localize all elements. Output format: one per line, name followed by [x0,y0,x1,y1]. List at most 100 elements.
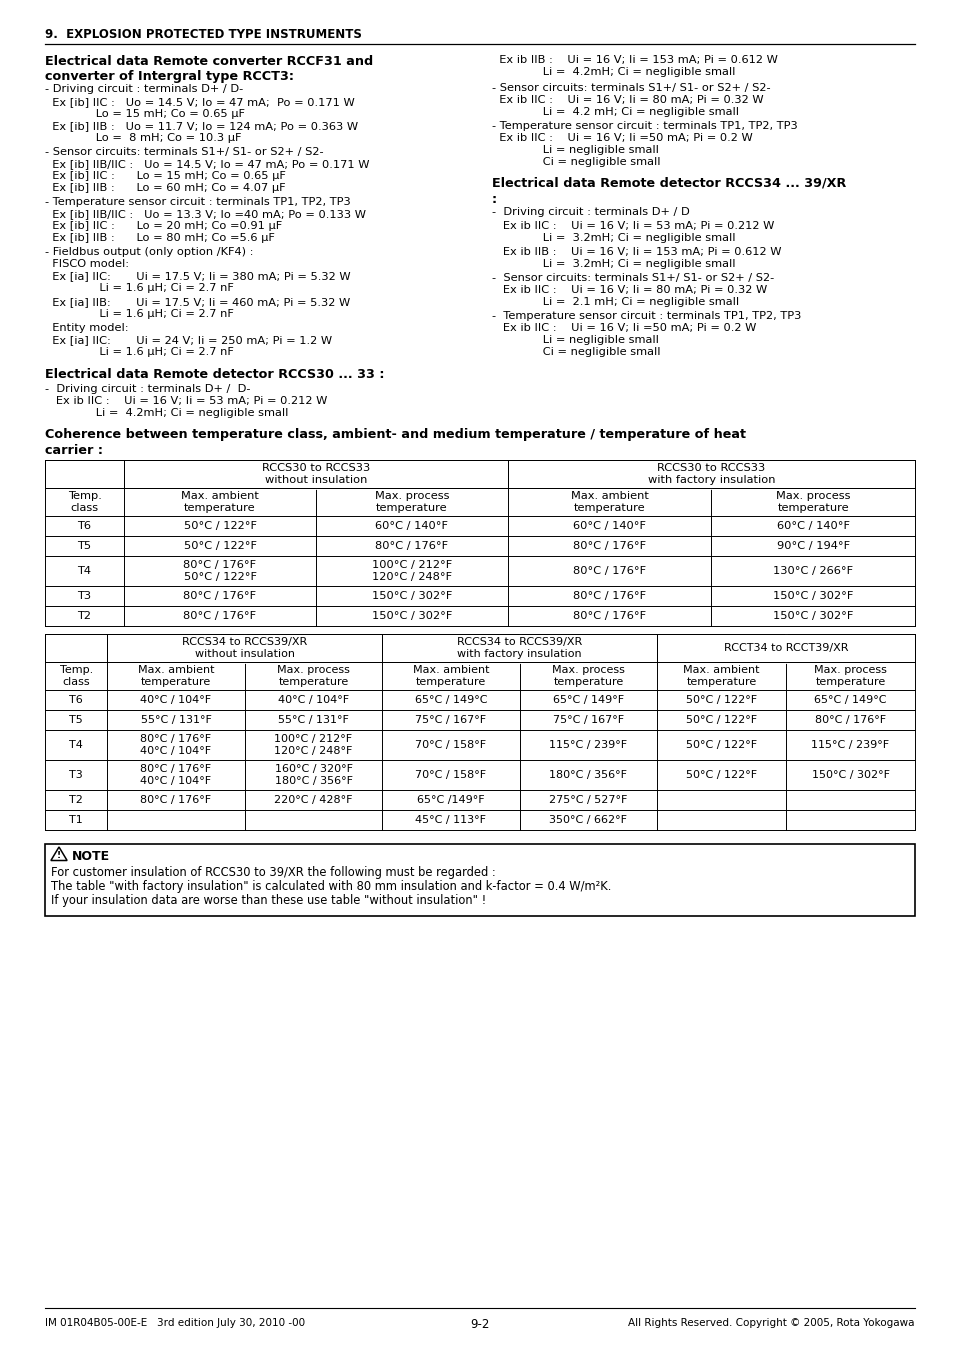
Text: Ex ib IIC :    Ui = 16 V; Ii = 53 mA; Pi = 0.212 W: Ex ib IIC : Ui = 16 V; Ii = 53 mA; Pi = … [45,396,327,406]
Text: Ex ib IIC :    Ui = 16 V; Ii = 80 mA; Pi = 0.32 W: Ex ib IIC : Ui = 16 V; Ii = 80 mA; Pi = … [492,285,766,296]
Text: Li =  4.2mH; Ci = negligible small: Li = 4.2mH; Ci = negligible small [45,408,288,418]
Text: Ex [ia] IIB:       Ui = 17.5 V; Ii = 460 mA; Pi = 5.32 W: Ex [ia] IIB: Ui = 17.5 V; Ii = 460 mA; P… [45,297,350,306]
Text: -  Driving circuit : terminals D+ /  D-: - Driving circuit : terminals D+ / D- [45,383,251,394]
Text: 115°C / 239°F: 115°C / 239°F [811,740,889,751]
Text: Ex [ib] IIC :   Uo = 14.5 V; Io = 47 mA;  Po = 0.171 W: Ex [ib] IIC : Uo = 14.5 V; Io = 47 mA; P… [45,97,355,107]
Text: 100°C / 212°F
120°C / 248°F: 100°C / 212°F 120°C / 248°F [274,734,353,756]
Text: 350°C / 662°F: 350°C / 662°F [549,815,627,825]
Text: 50°C / 122°F: 50°C / 122°F [685,740,757,751]
Text: Entity model:: Entity model: [45,323,129,333]
Text: T1: T1 [70,815,83,825]
Text: Temp.
class: Temp. class [59,664,92,687]
Text: Li = 1.6 μH; Ci = 2.7 nF: Li = 1.6 μH; Ci = 2.7 nF [45,309,233,319]
Text: RCCS34 to RCCS39/XR
with factory insulation: RCCS34 to RCCS39/XR with factory insulat… [456,637,581,659]
Text: 75°C / 167°F: 75°C / 167°F [415,716,486,725]
Text: 80°C / 176°F: 80°C / 176°F [573,541,645,551]
Text: Ex ib IIB :    Ui = 16 V; Ii = 153 mA; Pi = 0.612 W: Ex ib IIB : Ui = 16 V; Ii = 153 mA; Pi =… [492,247,781,256]
Text: T5: T5 [77,541,91,551]
Text: Ex ib IIC :    Ui = 16 V; Ii = 53 mA; Pi = 0.212 W: Ex ib IIC : Ui = 16 V; Ii = 53 mA; Pi = … [492,221,774,231]
Text: Li = negligible small: Li = negligible small [492,335,659,346]
Text: RCCS34 to RCCS39/XR
without insulation: RCCS34 to RCCS39/XR without insulation [182,637,307,659]
Text: 50°C / 122°F: 50°C / 122°F [685,769,757,780]
Text: 40°C / 104°F: 40°C / 104°F [140,695,212,705]
Text: - Sensor circuits: terminals S1+/ S1- or S2+ / S2-: - Sensor circuits: terminals S1+/ S1- or… [492,82,770,93]
Text: Ci = negligible small: Ci = negligible small [492,347,659,356]
Text: - Temperature sensor circuit : terminals TP1, TP2, TP3: - Temperature sensor circuit : terminals… [492,122,797,131]
Text: 70°C / 158°F: 70°C / 158°F [415,769,486,780]
Text: - Temperature sensor circuit : terminals TP1, TP2, TP3: - Temperature sensor circuit : terminals… [45,197,351,207]
Text: Ex ib IIB :    Ui = 16 V; Ii = 153 mA; Pi = 0.612 W: Ex ib IIB : Ui = 16 V; Ii = 153 mA; Pi =… [492,55,777,65]
Text: carrier :: carrier : [45,444,103,458]
Text: 150°C / 302°F: 150°C / 302°F [372,591,452,601]
Text: 50°C / 122°F: 50°C / 122°F [685,695,757,705]
Text: Ex [ib] IIB :      Lo = 60 mH; Co = 4.07 μF: Ex [ib] IIB : Lo = 60 mH; Co = 4.07 μF [45,184,285,193]
Text: Li = 1.6 μH; Ci = 2.7 nF: Li = 1.6 μH; Ci = 2.7 nF [45,284,233,293]
Text: - Fieldbus output (only option /KF4) :: - Fieldbus output (only option /KF4) : [45,247,253,256]
Text: Ex [ib] IIB :      Lo = 80 mH; Co =5.6 μF: Ex [ib] IIB : Lo = 80 mH; Co =5.6 μF [45,234,274,243]
Text: 50°C / 122°F: 50°C / 122°F [685,716,757,725]
Text: 150°C / 302°F: 150°C / 302°F [772,612,853,621]
Text: -  Sensor circuits: terminals S1+/ S1- or S2+ / S2-: - Sensor circuits: terminals S1+/ S1- or… [492,273,774,284]
Text: T6: T6 [70,695,83,705]
Text: -  Driving circuit : terminals D+ / D: - Driving circuit : terminals D+ / D [492,207,689,217]
Text: 70°C / 158°F: 70°C / 158°F [415,740,486,751]
Text: 60°C / 140°F: 60°C / 140°F [573,521,645,531]
Text: Lo =  8 mH; Co = 10.3 μF: Lo = 8 mH; Co = 10.3 μF [45,134,241,143]
Text: 115°C / 239°F: 115°C / 239°F [549,740,627,751]
Text: 80°C / 176°F: 80°C / 176°F [140,795,212,805]
Text: Max. process
temperature: Max. process temperature [813,664,886,687]
Text: RCCS30 to RCCS33
with factory insulation: RCCS30 to RCCS33 with factory insulation [647,463,775,485]
Text: FISCO model:: FISCO model: [45,259,129,269]
Text: Coherence between temperature class, ambient- and medium temperature / temperatu: Coherence between temperature class, amb… [45,428,745,441]
Text: 9-2: 9-2 [470,1318,489,1331]
Text: 130°C / 266°F: 130°C / 266°F [772,566,852,576]
Text: converter of Intergral type RCCT3:: converter of Intergral type RCCT3: [45,70,294,82]
Text: 65°C / 149°F: 65°C / 149°F [553,695,623,705]
Text: 80°C / 176°F: 80°C / 176°F [814,716,885,725]
Text: T2: T2 [77,612,91,621]
Text: Li =  4.2mH; Ci = negligible small: Li = 4.2mH; Ci = negligible small [492,68,735,77]
Text: 180°C / 356°F: 180°C / 356°F [549,769,627,780]
Text: 45°C / 113°F: 45°C / 113°F [416,815,486,825]
Text: Max. ambient
temperature: Max. ambient temperature [181,491,258,513]
Text: Max. ambient
temperature: Max. ambient temperature [413,664,489,687]
Text: 50°C / 122°F: 50°C / 122°F [183,521,256,531]
Text: Max. process
temperature: Max. process temperature [552,664,624,687]
Text: Temp.
class: Temp. class [68,491,101,513]
Text: -  Temperature sensor circuit : terminals TP1, TP2, TP3: - Temperature sensor circuit : terminals… [492,310,801,321]
Text: 80°C / 176°F: 80°C / 176°F [573,591,645,601]
Text: Max. process
temperature: Max. process temperature [276,664,350,687]
Text: Li =  3.2mH; Ci = negligible small: Li = 3.2mH; Ci = negligible small [492,234,735,243]
Text: Li = 1.6 μH; Ci = 2.7 nF: Li = 1.6 μH; Ci = 2.7 nF [45,347,233,356]
Text: 55°C / 131°F: 55°C / 131°F [277,716,349,725]
Text: 80°C / 176°F: 80°C / 176°F [573,612,645,621]
Text: 55°C / 131°F: 55°C / 131°F [140,716,212,725]
Text: Max. process
temperature: Max. process temperature [775,491,849,513]
Text: Max. process
temperature: Max. process temperature [375,491,449,513]
Text: Li =  3.2mH; Ci = negligible small: Li = 3.2mH; Ci = negligible small [492,259,735,269]
Text: T3: T3 [77,591,91,601]
Text: T6: T6 [77,521,91,531]
Text: 60°C / 140°F: 60°C / 140°F [776,521,849,531]
Text: All Rights Reserved. Copyright © 2005, Rota Yokogawa: All Rights Reserved. Copyright © 2005, R… [628,1318,914,1328]
Text: 90°C / 194°F: 90°C / 194°F [776,541,849,551]
Text: Electrical data Remote converter RCCF31 and: Electrical data Remote converter RCCF31 … [45,55,373,68]
Text: 65°C / 149°C: 65°C / 149°C [814,695,886,705]
Text: Ex [ib] IIC :      Lo = 20 mH; Co =0.91 μF: Ex [ib] IIC : Lo = 20 mH; Co =0.91 μF [45,221,282,231]
Text: T4: T4 [77,566,91,576]
Text: 160°C / 320°F
180°C / 356°F: 160°C / 320°F 180°C / 356°F [274,764,353,786]
Text: 40°C / 104°F: 40°C / 104°F [277,695,349,705]
Text: For customer insulation of RCCS30 to 39/XR the following must be regarded :: For customer insulation of RCCS30 to 39/… [51,865,496,879]
Text: 80°C / 176°F: 80°C / 176°F [573,566,645,576]
Text: Max. ambient
temperature: Max. ambient temperature [570,491,648,513]
Text: Ex [ia] IIC:       Ui = 17.5 V; Ii = 380 mA; Pi = 5.32 W: Ex [ia] IIC: Ui = 17.5 V; Ii = 380 mA; P… [45,271,351,281]
Text: :: : [492,193,497,207]
Text: The table "with factory insulation" is calculated with 80 mm insulation and k-fa: The table "with factory insulation" is c… [51,880,611,892]
Text: NOTE: NOTE [71,850,110,863]
Text: T5: T5 [70,716,83,725]
Text: Lo = 15 mH; Co = 0.65 μF: Lo = 15 mH; Co = 0.65 μF [45,109,245,119]
Text: Electrical data Remote detector RCCS30 ... 33 :: Electrical data Remote detector RCCS30 .… [45,369,384,381]
Text: 60°C / 140°F: 60°C / 140°F [375,521,448,531]
Text: Ex [ib] IIB/IIC :   Uo = 14.5 V; Io = 47 mA; Po = 0.171 W: Ex [ib] IIB/IIC : Uo = 14.5 V; Io = 47 m… [45,159,369,169]
Text: 65°C / 149°C: 65°C / 149°C [415,695,487,705]
